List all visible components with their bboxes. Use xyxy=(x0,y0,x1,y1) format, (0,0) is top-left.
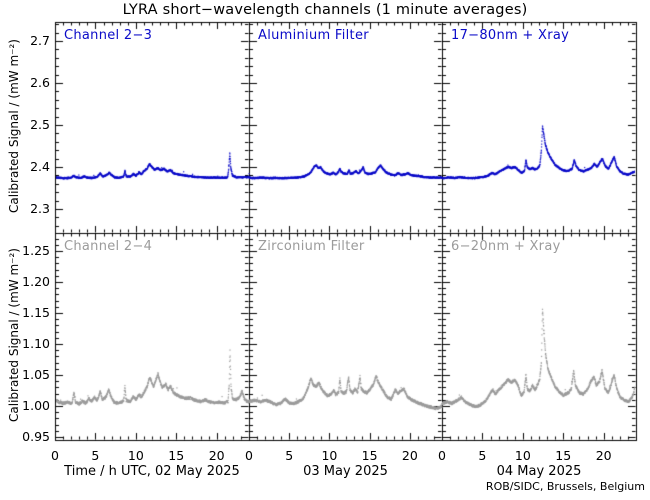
x-tick-label: 20 xyxy=(401,448,418,463)
x-axis-date-label: Time / h UTC, 02 May 2025 xyxy=(64,464,240,479)
y-tick-label: 2.6 xyxy=(30,74,50,90)
panel-label: Aluminium Filter xyxy=(258,28,369,43)
x-tick-label: 20 xyxy=(208,448,225,463)
x-axis-date-label: 03 May 2025 xyxy=(303,464,388,479)
panel-label: Zirconium Filter xyxy=(258,239,365,254)
x-tick-label: 15 xyxy=(555,448,572,463)
x-tick-label: 0 xyxy=(438,448,446,463)
y-tick-label: 1.25 xyxy=(22,242,50,258)
y-tick-label: 1.00 xyxy=(22,397,50,413)
panel-label: 6−20nm + Xray xyxy=(451,239,561,254)
x-tick-label: 5 xyxy=(285,448,294,463)
y-tick-label: 2.7 xyxy=(30,32,50,48)
x-tick-label: 15 xyxy=(168,448,185,463)
panel-label: Channel 2−4 xyxy=(64,239,153,254)
x-tick-label: 0 xyxy=(51,448,59,463)
chart-title: LYRA short−wavelength channels (1 minute… xyxy=(122,2,528,18)
x-tick-label: 15 xyxy=(361,448,378,463)
x-tick-label: 10 xyxy=(127,448,144,463)
x-tick-label: 10 xyxy=(321,448,338,463)
x-tick-label: 0 xyxy=(245,448,253,463)
credit-text: ROB/SIDC, Brussels, Belgium xyxy=(485,480,645,493)
y-tick-label: 1.20 xyxy=(22,273,50,289)
y-tick-label: 2.3 xyxy=(30,201,50,217)
y-tick-label: 2.5 xyxy=(30,116,50,132)
panel-label: Channel 2−3 xyxy=(64,28,153,43)
x-tick-label: 10 xyxy=(514,448,531,463)
y-tick-label: 1.10 xyxy=(22,335,50,351)
y-tick-label: 1.05 xyxy=(22,366,50,382)
y-tick-label: 0.95 xyxy=(22,428,50,444)
x-axis-date-label: 04 May 2025 xyxy=(496,464,582,479)
x-tick-label: 20 xyxy=(595,448,612,463)
y-tick-label: 1.15 xyxy=(22,304,50,320)
x-tick-label: 5 xyxy=(478,448,487,463)
x-tick-label: 5 xyxy=(91,448,100,463)
panel-label: 17−80nm + Xray xyxy=(451,28,570,43)
y-tick-label: 2.4 xyxy=(30,159,50,174)
